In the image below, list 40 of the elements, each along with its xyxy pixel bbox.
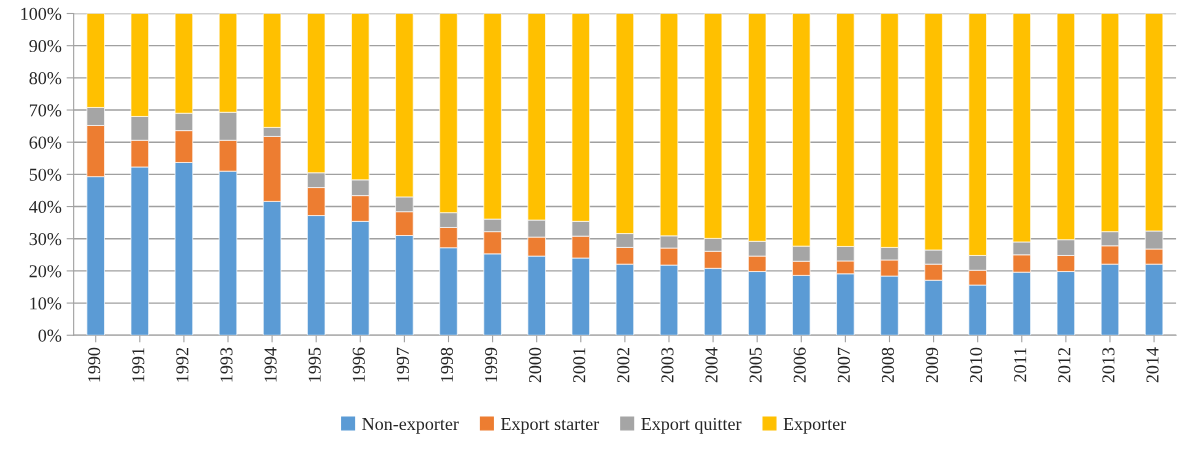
- x-tick-label: 2009: [925, 347, 939, 383]
- x-tick-label: 2000: [529, 347, 542, 383]
- x-tick-label: 2007: [837, 347, 850, 383]
- x-tick-label: 2011: [1014, 348, 1027, 382]
- x-tick-label: 1998: [440, 347, 454, 382]
- x-tick-label: 2010: [970, 347, 983, 383]
- x-tick-label: 2003: [661, 347, 674, 383]
- y-tick-label: 90%: [29, 39, 62, 53]
- x-tick-label: 1992: [176, 348, 189, 382]
- y-tick-label: 100%: [21, 7, 62, 20]
- legend-label: Export quitter: [641, 417, 742, 434]
- x-tick-label: 1997: [396, 347, 409, 382]
- x-tick-label: 2013: [1102, 347, 1115, 383]
- x-tick-label: 1994: [264, 347, 277, 382]
- x-tick-label: 2005: [749, 347, 762, 383]
- legend-label: Export starter: [500, 418, 600, 434]
- x-tick-label: 2006: [793, 347, 806, 383]
- y-tick-label: 70%: [29, 104, 62, 117]
- y-tick-label: 50%: [29, 168, 62, 181]
- x-tick-label: 1996: [352, 347, 365, 382]
- x-tick-label: 1993: [220, 347, 233, 382]
- legend-label: Exporter: [783, 418, 847, 434]
- x-tick-label: 2001: [573, 348, 586, 383]
- legend-label: Non-exporter: [362, 418, 459, 434]
- x-tick-label: 2008: [881, 347, 894, 383]
- x-tick-label: 2012: [1058, 348, 1071, 383]
- y-tick-label: 40%: [29, 200, 62, 214]
- x-tick-label: 2002: [617, 348, 630, 383]
- y-tick-label: 60%: [29, 136, 62, 149]
- y-tick-label: 30%: [29, 232, 62, 246]
- x-tick-label: 2004: [705, 347, 718, 383]
- x-tick-label: 1990: [88, 347, 101, 382]
- x-tick-label: 2014: [1146, 347, 1159, 383]
- y-tick-label: 80%: [29, 72, 62, 85]
- x-tick-label: 1999: [484, 347, 498, 382]
- y-tick-label: 20%: [29, 265, 62, 278]
- x-tick-label: 1995: [308, 347, 321, 382]
- x-tick-label: 1991: [132, 348, 145, 382]
- y-tick-label: 0%: [38, 329, 62, 342]
- y-tick-label: 10%: [30, 297, 62, 310]
